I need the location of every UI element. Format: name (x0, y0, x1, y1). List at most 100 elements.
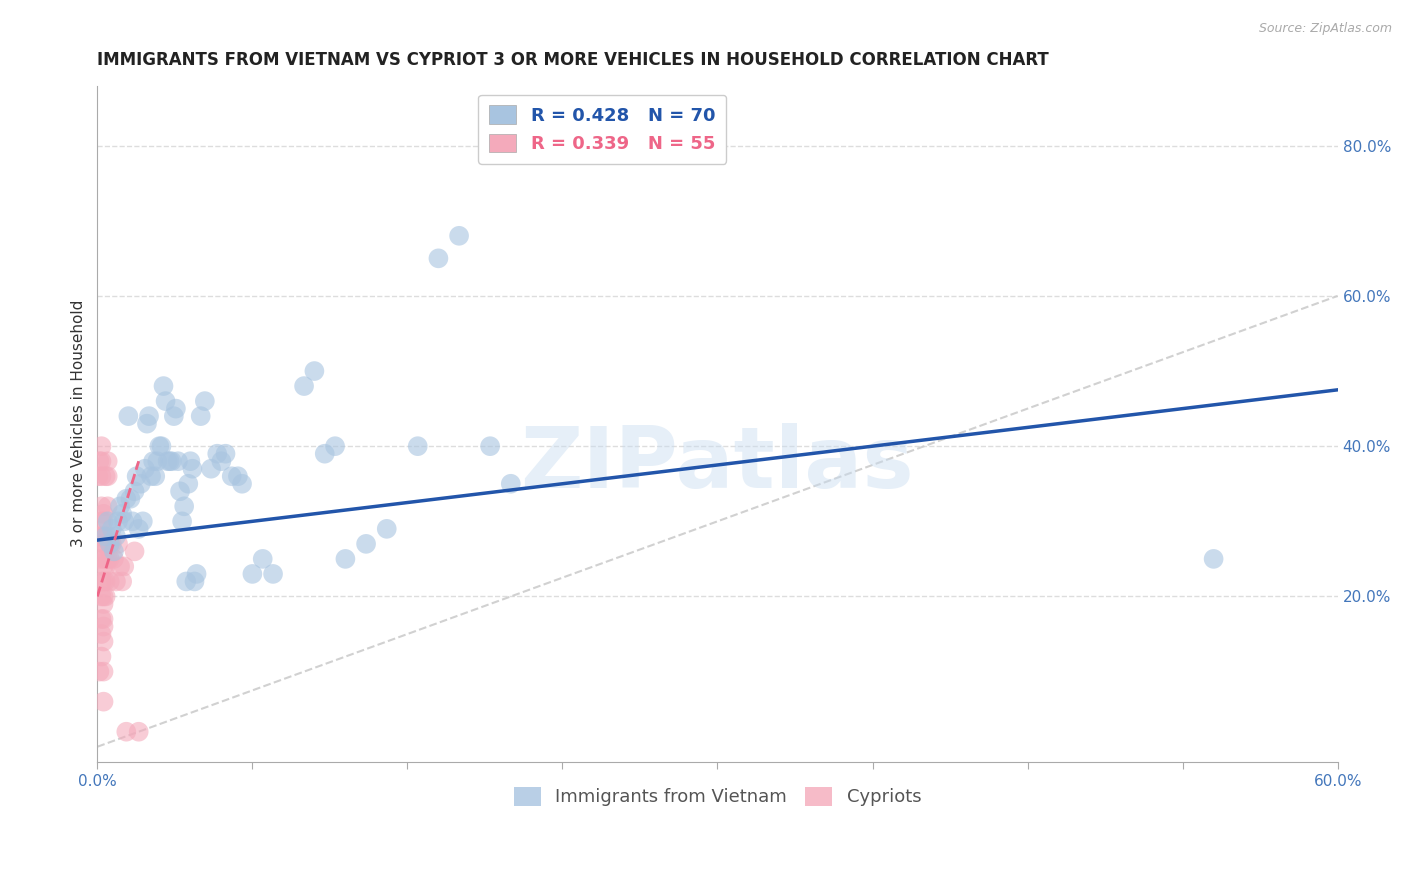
Point (221, 469, 243, 483)
Point (304, 364, 326, 378)
Point (214, 447, 236, 461)
Point (90, 574, 112, 589)
Point (93, 514, 115, 528)
Point (108, 500, 131, 514)
Point (93, 507, 115, 521)
Point (172, 514, 194, 528)
Point (101, 537, 124, 551)
Point (97, 500, 120, 514)
Point (93, 537, 115, 551)
Point (89, 552, 111, 566)
Point (499, 476, 522, 491)
Point (200, 461, 222, 475)
Text: IMMIGRANTS FROM VIETNAM VS CYPRIOT 3 OR MORE VEHICLES IN HOUSEHOLD CORRELATION C: IMMIGRANTS FROM VIETNAM VS CYPRIOT 3 OR … (97, 51, 1049, 69)
Point (173, 500, 195, 514)
Point (93, 619, 115, 633)
Point (148, 439, 170, 453)
Point (335, 552, 357, 566)
Point (94, 469, 117, 483)
Point (169, 484, 191, 499)
Point (94, 537, 117, 551)
Point (125, 469, 148, 483)
Point (90, 439, 112, 453)
Point (89, 454, 111, 468)
Point (107, 537, 129, 551)
Point (98, 574, 121, 589)
Point (128, 724, 150, 739)
Point (97, 454, 120, 468)
Point (155, 394, 177, 409)
Point (160, 454, 183, 468)
Point (94, 590, 117, 604)
Point (93, 574, 115, 589)
Point (93, 552, 115, 566)
Point (132, 514, 155, 528)
Point (89, 665, 111, 679)
Point (179, 454, 201, 468)
Point (194, 394, 217, 409)
Point (427, 252, 450, 266)
Point (104, 574, 127, 589)
Point (242, 566, 264, 581)
Point (93, 597, 115, 611)
Text: Source: ZipAtlas.com: Source: ZipAtlas.com (1258, 22, 1392, 36)
Point (93, 634, 115, 648)
Text: ZIPatlas: ZIPatlas (520, 423, 914, 506)
Point (1202, 552, 1225, 566)
Point (97, 552, 120, 566)
Point (177, 476, 200, 491)
Point (94, 529, 117, 543)
Point (226, 469, 249, 483)
Point (103, 544, 125, 558)
Point (87, 469, 110, 483)
Point (117, 409, 139, 424)
Point (136, 417, 159, 431)
Point (94, 552, 117, 566)
Point (146, 454, 169, 468)
Point (314, 447, 336, 461)
Point (98, 537, 121, 551)
Point (262, 566, 284, 581)
Point (94, 574, 117, 589)
Point (174, 574, 197, 589)
Point (103, 552, 125, 566)
Point (139, 469, 162, 483)
Point (107, 514, 129, 528)
Point (163, 409, 186, 424)
Point (90, 590, 112, 604)
Point (90, 627, 112, 641)
Point (94, 559, 117, 574)
Point (93, 665, 115, 679)
Point (97, 514, 120, 528)
Point (121, 514, 143, 528)
Point (167, 454, 190, 468)
Point (111, 574, 134, 589)
Point (156, 454, 179, 468)
Point (97, 469, 120, 483)
Point (165, 401, 187, 416)
Point (124, 544, 146, 558)
Point (115, 491, 138, 506)
Point (97, 529, 120, 543)
Point (90, 514, 112, 528)
Point (98, 552, 121, 566)
Point (152, 379, 174, 393)
Point (479, 439, 502, 453)
Point (142, 454, 165, 468)
Point (209, 454, 232, 468)
Point (120, 491, 142, 506)
Point (90, 649, 112, 664)
Point (111, 507, 134, 521)
Point (354, 537, 377, 551)
Point (207, 447, 229, 461)
Point (90, 612, 112, 626)
Point (124, 484, 146, 499)
Point (93, 695, 115, 709)
Legend: Immigrants from Vietnam, Cypriots: Immigrants from Vietnam, Cypriots (506, 780, 928, 814)
Point (112, 559, 135, 574)
Point (406, 439, 429, 453)
Point (129, 476, 152, 491)
Point (112, 514, 135, 528)
Point (108, 559, 131, 574)
Point (150, 439, 173, 453)
